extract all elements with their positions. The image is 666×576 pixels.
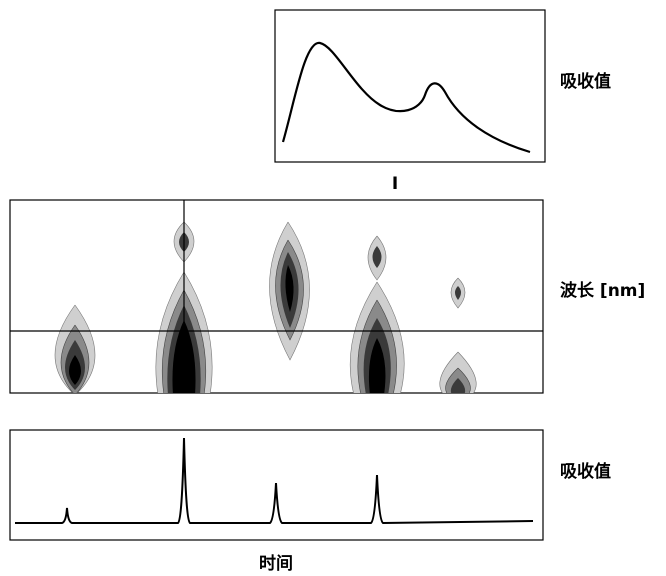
diagram: 吸收值 I 波长 [nm] 吸收值 时间 <box>0 0 666 576</box>
chromatogram-x-label: 时间 <box>259 553 293 574</box>
spectrum-y-label: 吸收值 <box>560 71 611 92</box>
marker-label: I <box>392 174 398 194</box>
spectrum-panel <box>275 10 545 162</box>
chromatogram-y-label: 吸收值 <box>560 461 611 482</box>
contour-y-label: 波长 [nm] <box>560 280 645 301</box>
